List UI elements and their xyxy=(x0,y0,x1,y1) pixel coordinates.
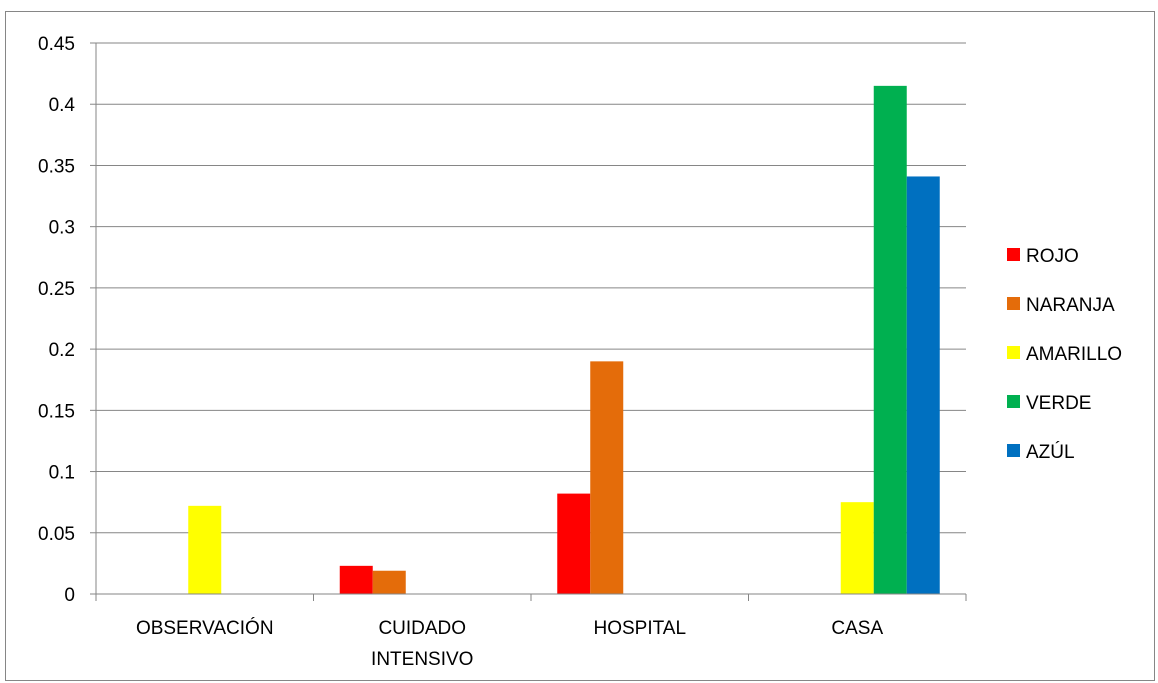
bar-verde xyxy=(873,85,907,594)
legend: ROJO NARANJA AMARILLO VERDE AZÚL xyxy=(1007,246,1122,463)
legend-swatch xyxy=(1007,346,1020,359)
legend-label: AMARILLO xyxy=(1026,344,1122,365)
bar-amarillo xyxy=(840,502,874,594)
y-tick-label: 0.3 xyxy=(49,218,75,239)
x-category-label: HOSPITAL xyxy=(593,618,686,639)
legend-label: NARANJA xyxy=(1026,295,1115,316)
y-tick-label: 0.25 xyxy=(38,279,75,300)
bar-azúl xyxy=(906,176,940,594)
legend-swatch xyxy=(1007,444,1020,457)
y-tick-label: 0.05 xyxy=(38,524,75,545)
axes xyxy=(90,42,967,601)
gridlines xyxy=(96,42,966,534)
bar-amarillo xyxy=(188,505,222,594)
y-tick-label: 0 xyxy=(64,585,75,606)
legend-swatch xyxy=(1007,248,1020,261)
x-axis-categories: OBSERVACIÓN CUIDADO INTENSIVO HOSPITAL CASA xyxy=(136,617,884,670)
y-tick-label: 0.4 xyxy=(49,95,76,116)
y-axis-ticks: 0 0.05 0.1 0.15 0.2 0.25 0.3 0.35 0.4 0.45 xyxy=(38,34,75,606)
x-category-label: OBSERVACIÓN xyxy=(136,617,274,639)
y-tick-label: 0.45 xyxy=(38,34,75,55)
bar-naranja xyxy=(590,361,624,594)
y-tick-label: 0.2 xyxy=(49,340,75,361)
legend-swatch xyxy=(1007,395,1020,408)
x-category-label: CASA xyxy=(831,618,883,639)
y-tick-label: 0.15 xyxy=(38,401,75,422)
bar-rojo xyxy=(557,493,591,594)
y-tick-label: 0.35 xyxy=(38,156,75,177)
legend-label: VERDE xyxy=(1026,393,1091,414)
x-category-label: CUIDADO INTENSIVO xyxy=(371,618,473,670)
bars xyxy=(188,85,940,594)
legend-swatch xyxy=(1007,297,1020,310)
bar-rojo xyxy=(339,565,373,594)
legend-label: AZÚL xyxy=(1026,441,1075,463)
legend-label: ROJO xyxy=(1026,246,1079,267)
bar-naranja xyxy=(372,570,406,594)
y-tick-label: 0.1 xyxy=(49,463,75,484)
